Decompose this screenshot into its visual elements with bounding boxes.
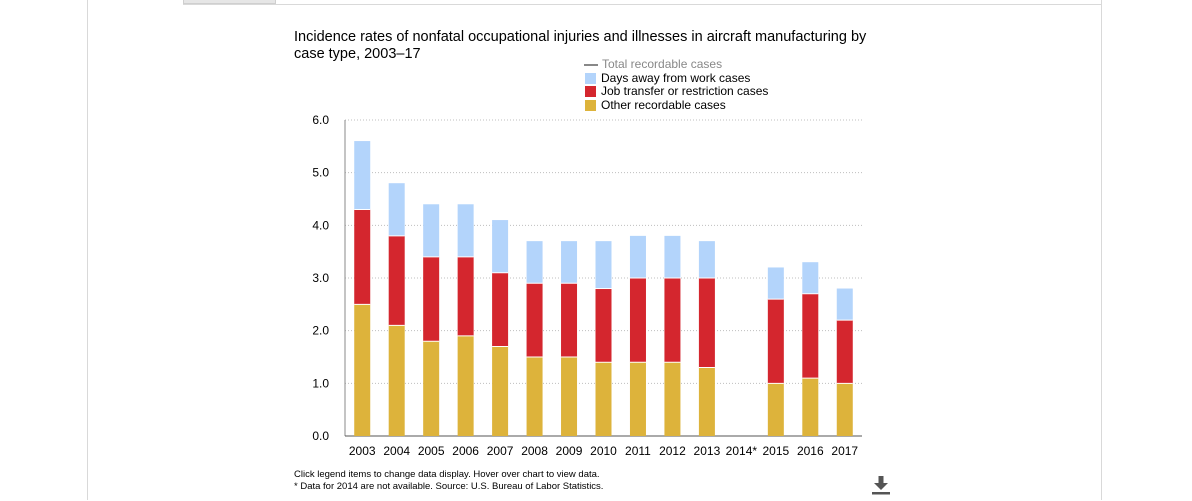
x-tick-label: 2010	[590, 444, 617, 458]
bar-job-transfer	[595, 288, 612, 363]
bar-other	[457, 335, 474, 436]
x-tick-label: 2014*	[726, 444, 758, 458]
bar-days-away	[664, 235, 681, 278]
x-tick-label: 2007	[487, 444, 514, 458]
bar-other	[767, 383, 784, 436]
bar-days-away	[457, 204, 474, 257]
x-tick-label: 2004	[383, 444, 410, 458]
legend-label-total: Total recordable cases	[602, 57, 723, 71]
bar-days-away	[595, 241, 612, 289]
bar-job-transfer	[492, 272, 509, 347]
download-icon	[872, 476, 890, 495]
x-tick-label: 2012	[659, 444, 686, 458]
x-tick-label: 2005	[418, 444, 445, 458]
tab-stub[interactable]	[183, 0, 276, 4]
bar-job-transfer	[354, 209, 371, 305]
bar-job-transfer	[767, 299, 784, 384]
panel-right-border	[1101, 0, 1102, 500]
bar-other	[354, 304, 371, 436]
x-tick-label: 2016	[797, 444, 824, 458]
x-tick-label: 2017	[831, 444, 858, 458]
y-tick-label: 6.0	[312, 113, 329, 127]
bar-other	[698, 367, 715, 436]
chart-footer: Click legend items to change data displa…	[294, 469, 603, 493]
bar-other	[595, 362, 612, 436]
x-tick-label: 2008	[521, 444, 548, 458]
bar-days-away	[388, 183, 405, 236]
x-tick-label: 2003	[349, 444, 376, 458]
bar-days-away	[492, 220, 509, 273]
bar-job-transfer	[836, 320, 853, 384]
bar-job-transfer	[388, 235, 405, 326]
bar-job-transfer	[457, 256, 474, 336]
bar-other	[526, 357, 543, 436]
bar-other	[423, 341, 440, 436]
footer-source-note: * Data for 2014 are not available. Sourc…	[294, 481, 604, 492]
bar-job-transfer	[664, 278, 681, 363]
bar-other	[629, 362, 646, 436]
x-tick-label: 2011	[625, 444, 651, 458]
bar-days-away	[561, 241, 578, 284]
x-tick-label: 2015	[762, 444, 789, 458]
legend-swatch-other	[585, 99, 596, 111]
y-tick-label: 3.0	[312, 271, 329, 285]
bar-job-transfer	[526, 283, 543, 357]
legend-swatch-days-away	[585, 72, 596, 84]
bar-other	[561, 357, 578, 436]
bar-days-away	[526, 241, 543, 284]
bar-job-transfer	[802, 293, 819, 379]
footer-instructions: Click legend items to change data displa…	[294, 469, 600, 480]
bar-days-away	[629, 235, 646, 278]
legend-item-job-transfer[interactable]: Job transfer or restriction cases	[583, 84, 769, 99]
bar-days-away	[698, 241, 715, 278]
y-tick-label: 2.0	[312, 324, 329, 338]
bar-job-transfer	[561, 283, 578, 357]
bar-days-away	[767, 267, 784, 300]
chart-legend: Total recordable cases Days away from wo…	[583, 57, 769, 113]
legend-item-days-away[interactable]: Days away from work cases	[583, 70, 768, 86]
bar-days-away	[802, 262, 819, 294]
bar-other	[802, 378, 819, 436]
bar-days-away	[836, 288, 853, 321]
x-tick-label: 2006	[452, 444, 479, 458]
bar-job-transfer	[423, 256, 440, 342]
legend-item-total[interactable]: Total recordable cases	[583, 57, 768, 72]
x-tick-label: 2009	[556, 444, 583, 458]
legend-swatch-job-transfer	[585, 86, 596, 98]
bar-other	[388, 325, 405, 436]
legend-label-other: Other recordable cases	[601, 97, 726, 112]
panel-top-border	[183, 4, 1101, 5]
bar-days-away	[423, 204, 440, 257]
legend-label-days-away: Days away from work cases	[601, 70, 751, 85]
y-tick-label: 1.0	[312, 376, 329, 390]
bar-job-transfer	[698, 278, 715, 368]
legend-line-total	[584, 63, 598, 66]
x-tick-label: 2013	[694, 444, 721, 458]
legend-label-job-transfer: Job transfer or restriction cases	[601, 84, 769, 98]
panel-left-border	[87, 0, 88, 500]
legend-item-other[interactable]: Other recordable cases	[583, 97, 768, 113]
bar-other	[492, 346, 509, 436]
bar-other	[836, 383, 853, 436]
download-button[interactable]	[869, 474, 893, 496]
y-tick-label: 4.0	[312, 218, 329, 232]
bar-days-away	[354, 141, 371, 210]
y-tick-label: 5.0	[312, 166, 329, 180]
y-tick-label: 0.0	[312, 429, 329, 443]
bar-job-transfer	[629, 278, 646, 363]
bar-other	[664, 362, 681, 436]
chart-title: Incidence rates of nonfatal occupational…	[294, 29, 867, 62]
